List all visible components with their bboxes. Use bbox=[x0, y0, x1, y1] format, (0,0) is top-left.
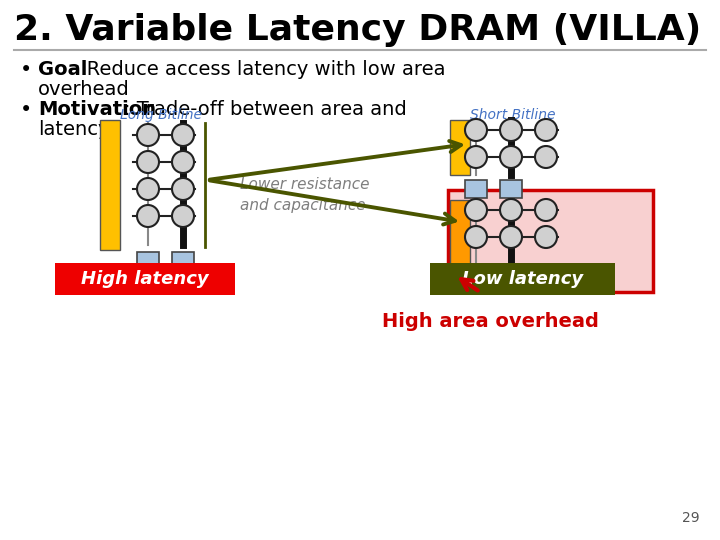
Text: 2. Variable Latency DRAM (VILLA): 2. Variable Latency DRAM (VILLA) bbox=[14, 13, 701, 47]
Bar bbox=[55, 263, 235, 295]
Circle shape bbox=[137, 178, 159, 200]
Bar bbox=[465, 275, 487, 293]
Circle shape bbox=[535, 119, 557, 141]
Circle shape bbox=[500, 226, 522, 248]
Circle shape bbox=[465, 119, 487, 141]
Text: Low latency: Low latency bbox=[462, 270, 583, 288]
Text: Motivation: Motivation bbox=[38, 100, 156, 119]
Text: : Reduce access latency with low area: : Reduce access latency with low area bbox=[74, 60, 446, 79]
Bar bbox=[448, 190, 653, 292]
Bar bbox=[535, 275, 557, 293]
Text: overhead: overhead bbox=[38, 80, 130, 99]
Circle shape bbox=[535, 146, 557, 168]
Circle shape bbox=[172, 124, 194, 146]
Text: 29: 29 bbox=[683, 511, 700, 525]
Bar bbox=[450, 200, 470, 270]
Circle shape bbox=[535, 226, 557, 248]
Bar bbox=[450, 120, 470, 175]
Text: High area overhead: High area overhead bbox=[382, 312, 598, 331]
Text: High latency: High latency bbox=[81, 270, 209, 288]
Bar bbox=[500, 275, 522, 293]
Circle shape bbox=[465, 146, 487, 168]
Text: : Trade-off between area and: : Trade-off between area and bbox=[124, 100, 407, 119]
Text: •: • bbox=[20, 60, 32, 80]
Circle shape bbox=[535, 199, 557, 221]
Bar bbox=[100, 120, 120, 250]
Bar bbox=[172, 252, 194, 270]
Text: •: • bbox=[20, 100, 32, 120]
Circle shape bbox=[500, 146, 522, 168]
Circle shape bbox=[465, 226, 487, 248]
Text: Lower resistance
and capacitance: Lower resistance and capacitance bbox=[240, 177, 369, 213]
Bar bbox=[430, 263, 615, 295]
Bar bbox=[500, 180, 522, 198]
Circle shape bbox=[172, 178, 194, 200]
Circle shape bbox=[500, 119, 522, 141]
Circle shape bbox=[137, 124, 159, 146]
Circle shape bbox=[137, 151, 159, 173]
Circle shape bbox=[172, 205, 194, 227]
Circle shape bbox=[500, 199, 522, 221]
Circle shape bbox=[465, 199, 487, 221]
Circle shape bbox=[137, 205, 159, 227]
Text: Goal: Goal bbox=[38, 60, 87, 79]
Text: Short Bitline: Short Bitline bbox=[470, 108, 556, 122]
Text: Long Bitline: Long Bitline bbox=[120, 108, 202, 122]
Circle shape bbox=[172, 151, 194, 173]
Bar bbox=[465, 180, 487, 198]
Bar bbox=[137, 252, 159, 270]
Text: latency: latency bbox=[38, 120, 109, 139]
